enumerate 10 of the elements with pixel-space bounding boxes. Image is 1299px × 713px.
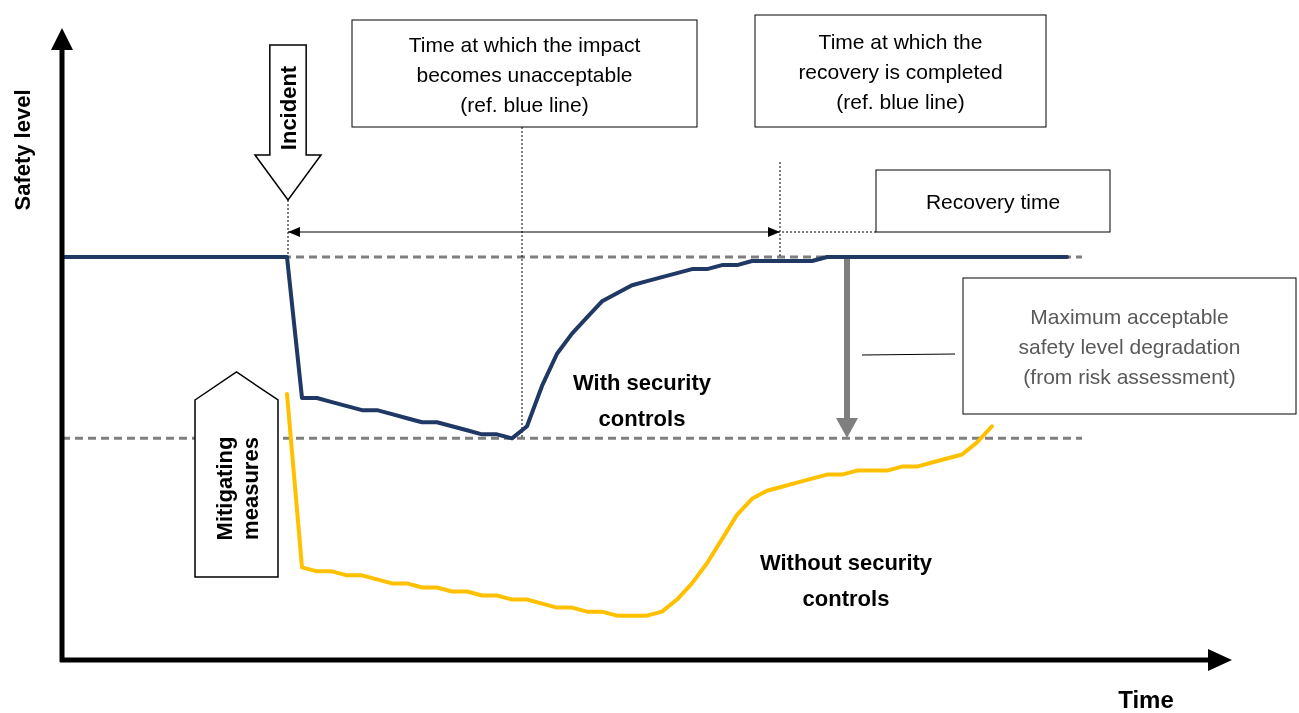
text: Recovery time xyxy=(925,190,1061,213)
text: Incident xyxy=(276,65,301,151)
y-axis-title: Safety level xyxy=(10,89,35,211)
text: Time at which the impact becomes unacceptable (ref. blue line) xyxy=(408,32,641,116)
x-axis-title: Time xyxy=(1118,686,1174,713)
text: Time at which the recovery is completed (ref. blue line) xyxy=(798,30,1003,113)
series-label: With security controls xyxy=(573,370,712,431)
annotation: Mitigating measures xyxy=(211,436,263,541)
series-label: Without security controls xyxy=(759,550,933,611)
annotation: Maximum acceptable safety level degradation (from risk assessment) xyxy=(1018,305,1241,388)
